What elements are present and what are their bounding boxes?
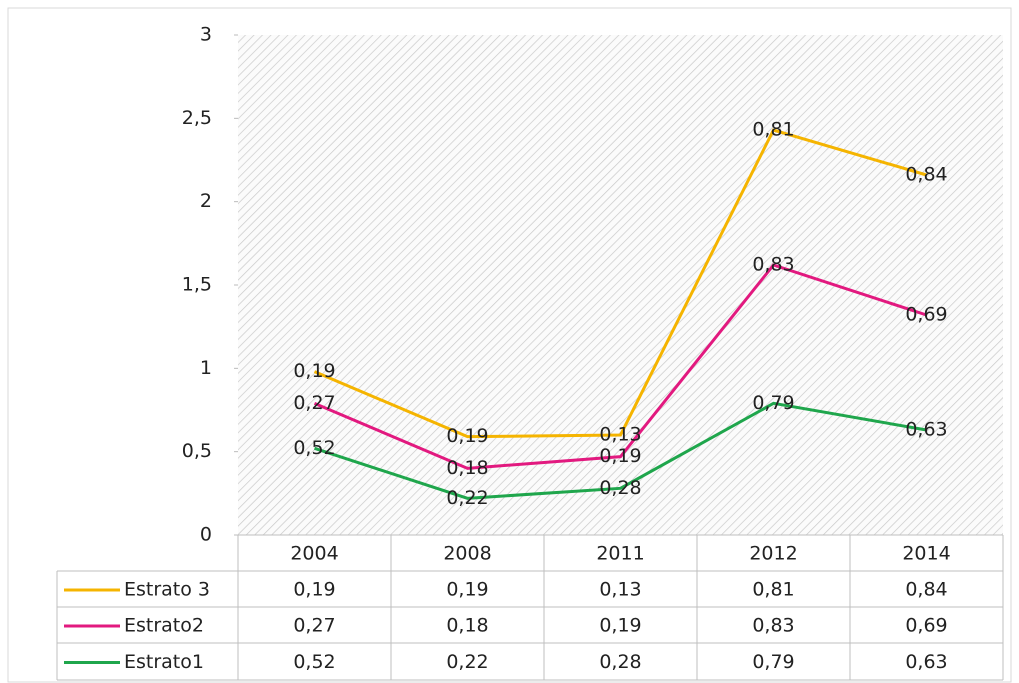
y-tick-label: 0 [200, 524, 212, 546]
line-series [313, 263, 927, 470]
table-cell: 0,83 [752, 615, 794, 637]
table-cell: 0,81 [752, 579, 794, 601]
data-label: 0,19 [599, 445, 641, 467]
data-label: 0,19 [446, 425, 488, 447]
x-tick-label: 2004 [290, 543, 338, 565]
data-label: 0,81 [752, 119, 794, 141]
x-tick-label: 2008 [443, 543, 491, 565]
data-label: 0,19 [293, 360, 335, 382]
table-cell: 0,19 [293, 579, 335, 601]
table-cell: 0,69 [905, 615, 947, 637]
y-tick-label: 1 [200, 357, 212, 379]
plot-area [238, 35, 1003, 535]
table-cell: 0,13 [599, 579, 641, 601]
legend-label: Estrato 3 [124, 579, 210, 601]
data-label: 0,28 [599, 477, 641, 499]
table-cell: 0,22 [446, 651, 488, 673]
data-label: 0,69 [905, 304, 947, 326]
y-tick-label: 2,5 [182, 107, 212, 129]
data-label: 0,83 [752, 254, 794, 276]
data-label: 0,27 [293, 392, 335, 414]
table-cell: 0,63 [905, 651, 947, 673]
y-tick-label: 0,5 [182, 440, 212, 462]
data-label: 0,63 [905, 419, 947, 441]
table-cell: 0,84 [905, 579, 947, 601]
data-label: 0,18 [446, 457, 488, 479]
table-cell: 0,19 [599, 615, 641, 637]
table-cell: 0,27 [293, 615, 335, 637]
data-label: 0,84 [905, 164, 947, 186]
table-cell: 0,19 [446, 579, 488, 601]
table-cell: 0,28 [599, 651, 641, 673]
data-label: 0,22 [446, 487, 488, 509]
data-label: 0,79 [752, 392, 794, 414]
y-tick-label: 3 [200, 24, 212, 46]
data-label: 0,52 [293, 437, 335, 459]
x-tick-label: 2012 [749, 543, 797, 565]
legend-label: Estrato2 [124, 615, 204, 637]
table-cell: 0,18 [446, 615, 488, 637]
x-tick-label: 2011 [596, 543, 644, 565]
data-label: 0,13 [599, 424, 641, 446]
frame [7, 7, 1012, 683]
line-series [314, 401, 927, 500]
y-tick-label: 1,5 [182, 274, 212, 296]
line-series [313, 128, 927, 439]
table-cell: 0,79 [752, 651, 794, 673]
table-cell: 0,52 [293, 651, 335, 673]
x-tick-label: 2014 [902, 543, 950, 565]
legend-label: Estrato1 [124, 651, 204, 673]
y-tick-label: 2 [200, 190, 212, 212]
